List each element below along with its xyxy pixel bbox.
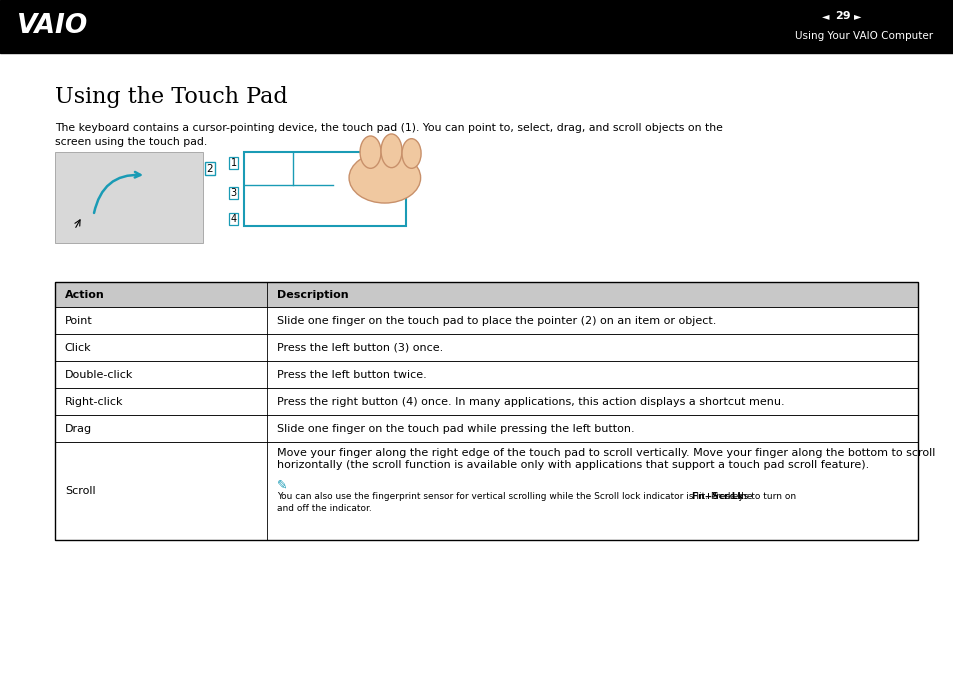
Text: You can also use the fingerprint sensor for vertical scrolling while the Scroll : You can also use the fingerprint sensor … xyxy=(276,492,754,501)
Text: Fn+Scr Lk: Fn+Scr Lk xyxy=(691,492,742,501)
Text: Action: Action xyxy=(65,290,105,299)
Bar xyxy=(55,152,203,243)
Text: 3: 3 xyxy=(231,187,236,197)
Text: Slide one finger on the touch pad to place the pointer (2) on an item or object.: Slide one finger on the touch pad to pla… xyxy=(276,316,716,326)
Text: Point: Point xyxy=(65,316,92,326)
Text: ✎: ✎ xyxy=(276,479,287,491)
Text: Press the left button twice.: Press the left button twice. xyxy=(276,370,426,379)
Bar xyxy=(55,307,917,334)
Text: and off the indicator.: and off the indicator. xyxy=(276,504,371,513)
Text: Press the left button (3) once.: Press the left button (3) once. xyxy=(276,343,442,353)
Text: ►: ► xyxy=(853,11,861,21)
Text: Using the Touch Pad: Using the Touch Pad xyxy=(55,86,288,109)
Text: Right-click: Right-click xyxy=(65,397,123,406)
Bar xyxy=(55,361,917,388)
Bar xyxy=(55,442,917,540)
Text: 1: 1 xyxy=(231,158,236,168)
Text: VAIO: VAIO xyxy=(17,13,89,39)
Text: Click: Click xyxy=(65,343,91,353)
Text: 2: 2 xyxy=(207,164,213,173)
Bar xyxy=(244,152,406,226)
Bar xyxy=(0,0,953,53)
Bar xyxy=(55,282,917,307)
Text: Scroll: Scroll xyxy=(65,486,95,496)
Text: Double-click: Double-click xyxy=(65,370,133,379)
Text: Move your finger along the right edge of the touch pad to scroll vertically. Mov: Move your finger along the right edge of… xyxy=(276,448,934,458)
Ellipse shape xyxy=(359,136,380,168)
Text: 4: 4 xyxy=(231,214,236,224)
Text: screen using the touch pad.: screen using the touch pad. xyxy=(55,137,208,147)
Text: 29: 29 xyxy=(834,11,849,21)
Text: Drag: Drag xyxy=(65,424,91,433)
Text: keys to turn on: keys to turn on xyxy=(724,492,795,501)
Text: ◄: ◄ xyxy=(821,11,829,21)
Ellipse shape xyxy=(401,139,420,168)
Bar xyxy=(55,388,917,415)
Text: The keyboard contains a cursor-pointing device, the touch pad (1). You can point: The keyboard contains a cursor-pointing … xyxy=(55,123,722,133)
Text: Press the right button (4) once. In many applications, this action displays a sh: Press the right button (4) once. In many… xyxy=(276,397,783,406)
Text: Slide one finger on the touch pad while pressing the left button.: Slide one finger on the touch pad while … xyxy=(276,424,634,433)
Bar xyxy=(55,415,917,442)
Bar xyxy=(55,334,917,361)
Ellipse shape xyxy=(380,134,401,168)
Text: Using Your VAIO Computer: Using Your VAIO Computer xyxy=(794,31,932,40)
Ellipse shape xyxy=(349,152,420,203)
Text: horizontally (the scroll function is available only with applications that suppo: horizontally (the scroll function is ava… xyxy=(276,460,868,470)
Bar xyxy=(55,282,917,540)
Text: Description: Description xyxy=(276,290,348,299)
